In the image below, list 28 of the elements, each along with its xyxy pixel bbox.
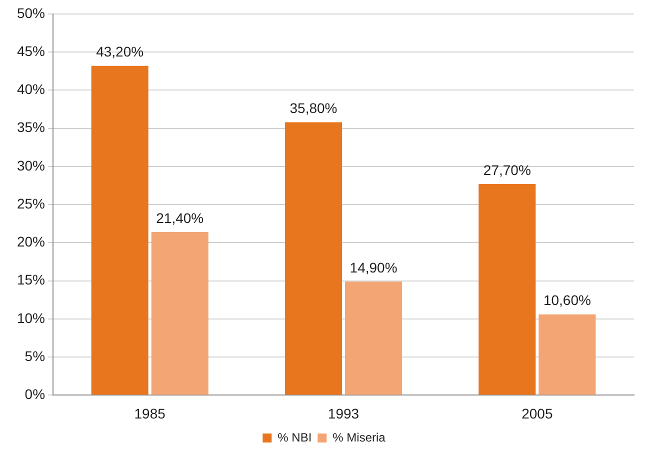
bar xyxy=(478,184,536,395)
y-tick-label: 40% xyxy=(16,81,46,98)
y-tick-label: 30% xyxy=(16,157,46,174)
data-label: 14,90% xyxy=(350,259,398,276)
bar xyxy=(345,282,402,395)
y-tick-label: 20% xyxy=(16,234,46,250)
bar xyxy=(284,122,342,395)
data-label: 21,40% xyxy=(156,210,204,226)
data-label: 35,80% xyxy=(290,100,338,116)
bar xyxy=(91,66,148,395)
data-label: 10,60% xyxy=(543,292,591,308)
y-tick-label: 45% xyxy=(16,42,46,59)
y-tick-label: 15% xyxy=(16,272,46,288)
legend-label: % NBI xyxy=(278,430,312,444)
y-tick-label: 50% xyxy=(16,4,46,21)
y-tick-label: 35% xyxy=(16,119,46,136)
legend-label: % Miseria xyxy=(332,430,386,444)
x-tick-label: 1993 xyxy=(328,405,360,422)
bar xyxy=(151,232,208,395)
y-tick-label: 0% xyxy=(24,386,46,402)
y-tick-label: 25% xyxy=(16,195,46,212)
y-tick-label: 5% xyxy=(24,348,46,364)
bar xyxy=(538,314,596,395)
x-tick-label: 2005 xyxy=(522,405,553,422)
data-label: 43,20% xyxy=(96,44,144,60)
data-label: 27,70% xyxy=(483,162,531,178)
y-tick-label: 10% xyxy=(16,310,46,326)
x-tick-label: 1985 xyxy=(134,405,166,422)
